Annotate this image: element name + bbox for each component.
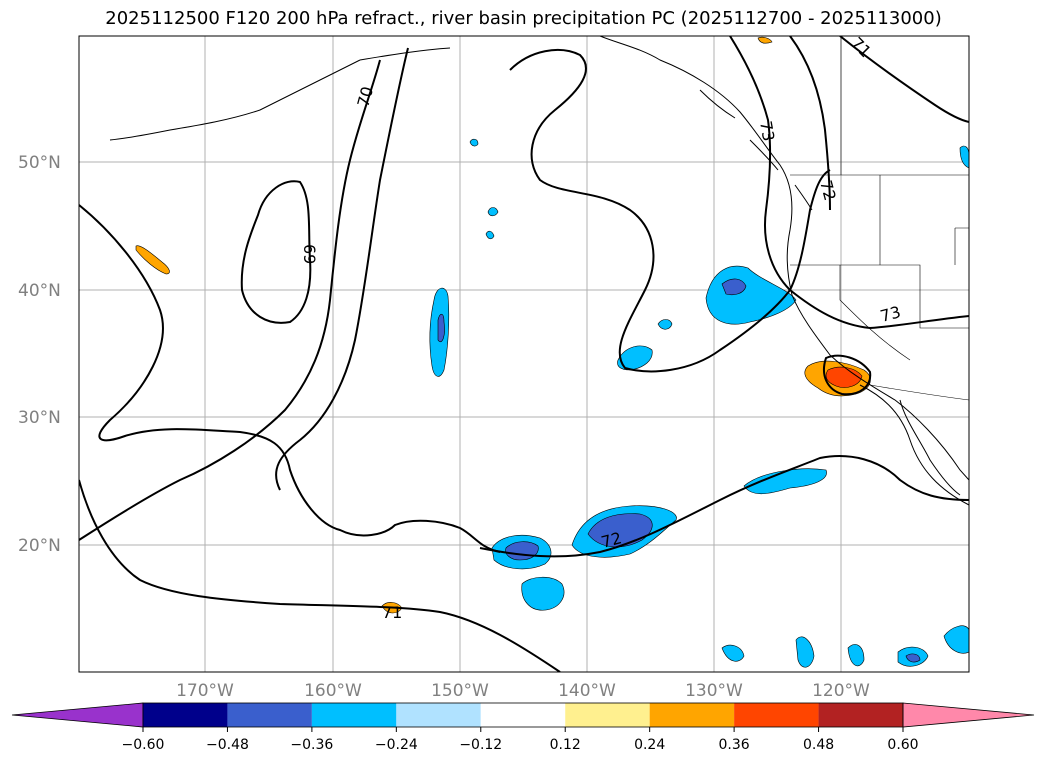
contour-71-outer <box>275 47 409 491</box>
lon-label-170w: 170°W <box>176 681 234 701</box>
lat-label-20n: 20°N <box>18 536 61 556</box>
colorbar-tick-label: −0.48 <box>206 737 249 753</box>
colorbar-tick-label: 0.60 <box>887 737 918 753</box>
contour-label-69: 69 <box>300 244 319 264</box>
colorbar-segment <box>311 703 397 727</box>
contour-72-upper <box>509 49 831 373</box>
lon-label-120w: 120°W <box>812 681 870 701</box>
precip-patch-near-coast <box>617 345 653 371</box>
colorbar-segment <box>818 703 903 727</box>
colorbar-outline <box>142 702 904 728</box>
precip-patch-east-band <box>743 468 827 495</box>
precip-patch-orange-n <box>757 36 773 44</box>
contour-label-72-south: 72 <box>599 528 624 552</box>
latitude-labels: 50°N 40°N 30°N 20°N <box>18 153 61 556</box>
contour-73 <box>729 36 969 330</box>
precip-patch-nw-coast <box>959 145 969 169</box>
border-states-1 <box>790 264 969 329</box>
precip-patch-west-coast-core <box>721 278 747 296</box>
lat-label-50n: 50°N <box>18 153 61 173</box>
map-area <box>79 36 969 672</box>
colorbar <box>11 702 1035 728</box>
coastline-baja <box>899 399 961 496</box>
contour-label-70: 70 <box>354 84 378 109</box>
precip-patch-small-4 <box>469 138 479 147</box>
coastline-alaska-south <box>359 47 451 61</box>
contour-72 <box>479 455 969 558</box>
contour-71-ne <box>839 36 969 123</box>
colorbar-tick-label: 0.12 <box>550 737 581 753</box>
lon-label-130w: 130°W <box>685 681 743 701</box>
contour-label-73-east: 73 <box>878 302 903 326</box>
map-frame <box>78 35 970 673</box>
colorbar-tick-label: −0.24 <box>375 737 418 753</box>
precip-patch-small-3 <box>485 230 495 240</box>
coastlines <box>109 36 969 506</box>
colorbar-segment <box>227 703 312 727</box>
contour-70 <box>79 59 381 541</box>
precip-patches <box>135 36 969 668</box>
coastline-mexico <box>859 384 969 506</box>
coastline-north-america <box>599 36 969 481</box>
colorbar-segment <box>396 703 481 727</box>
colorbar-tick-label: 0.48 <box>803 737 834 753</box>
colorbar-tick-label: −0.12 <box>459 737 502 753</box>
colorbar-segment <box>480 703 566 727</box>
colorbar-segment <box>565 703 650 727</box>
precip-patch-south <box>521 576 565 611</box>
precip-patch-small-2 <box>487 207 499 217</box>
precip-patch-socal-core <box>825 366 863 388</box>
precip-patch-vertical-core <box>437 313 445 342</box>
colorbar-tick-label: −0.36 <box>290 737 333 753</box>
lon-label-160w: 160°W <box>304 681 362 701</box>
lon-label-140w: 140°W <box>558 681 616 701</box>
lat-label-30n: 30°N <box>18 408 61 428</box>
colorbar-segment <box>143 703 228 727</box>
precip-patch-se-4 <box>795 636 815 668</box>
border-states-3 <box>954 227 969 265</box>
colorbar-extend-high <box>902 702 1035 728</box>
contour-label-71-south: 71 <box>382 603 402 622</box>
precip-patch-se-1-core <box>905 653 921 663</box>
contour-71-west <box>79 204 501 553</box>
colorbar-segment <box>734 703 819 727</box>
precip-patch-se-2 <box>943 625 969 654</box>
contour-71-south <box>79 479 561 672</box>
contour-label-73-north: 73 <box>756 119 778 142</box>
precip-patch-small-1 <box>657 319 673 330</box>
precip-patch-central-core <box>587 513 653 548</box>
refractivity-contours <box>79 36 969 672</box>
colorbar-extend-low <box>11 702 144 728</box>
colorbar-ticks: −0.60 −0.48 −0.36 −0.24 −0.12 0.12 0.24 0.36 0.4… <box>122 727 919 753</box>
lat-label-40n: 40°N <box>18 281 61 301</box>
longitude-labels: 170°W 160°W 150°W 140°W 130°W 120°W <box>176 681 870 701</box>
precip-patch-se-5 <box>847 644 865 667</box>
lon-label-150w: 150°W <box>431 681 489 701</box>
contour-73-upper <box>789 36 831 211</box>
precip-patch-bering <box>135 245 170 275</box>
contour-label-72-north: 72 <box>816 178 840 203</box>
colorbar-tick-label: −0.60 <box>122 737 165 753</box>
colorbar-tick-label: 0.24 <box>634 737 665 753</box>
colorbar-segment <box>649 703 735 727</box>
precip-patch-se-3 <box>721 644 745 662</box>
map-title: 2025112500 F120 200 hPa refract., river … <box>105 8 942 29</box>
colorbar-tick-label: 0.36 <box>719 737 750 753</box>
contour-socal <box>823 354 872 396</box>
border-us-mexico <box>869 384 969 401</box>
coastline-alaska-peninsula <box>109 59 361 141</box>
contour-69 <box>240 180 312 324</box>
